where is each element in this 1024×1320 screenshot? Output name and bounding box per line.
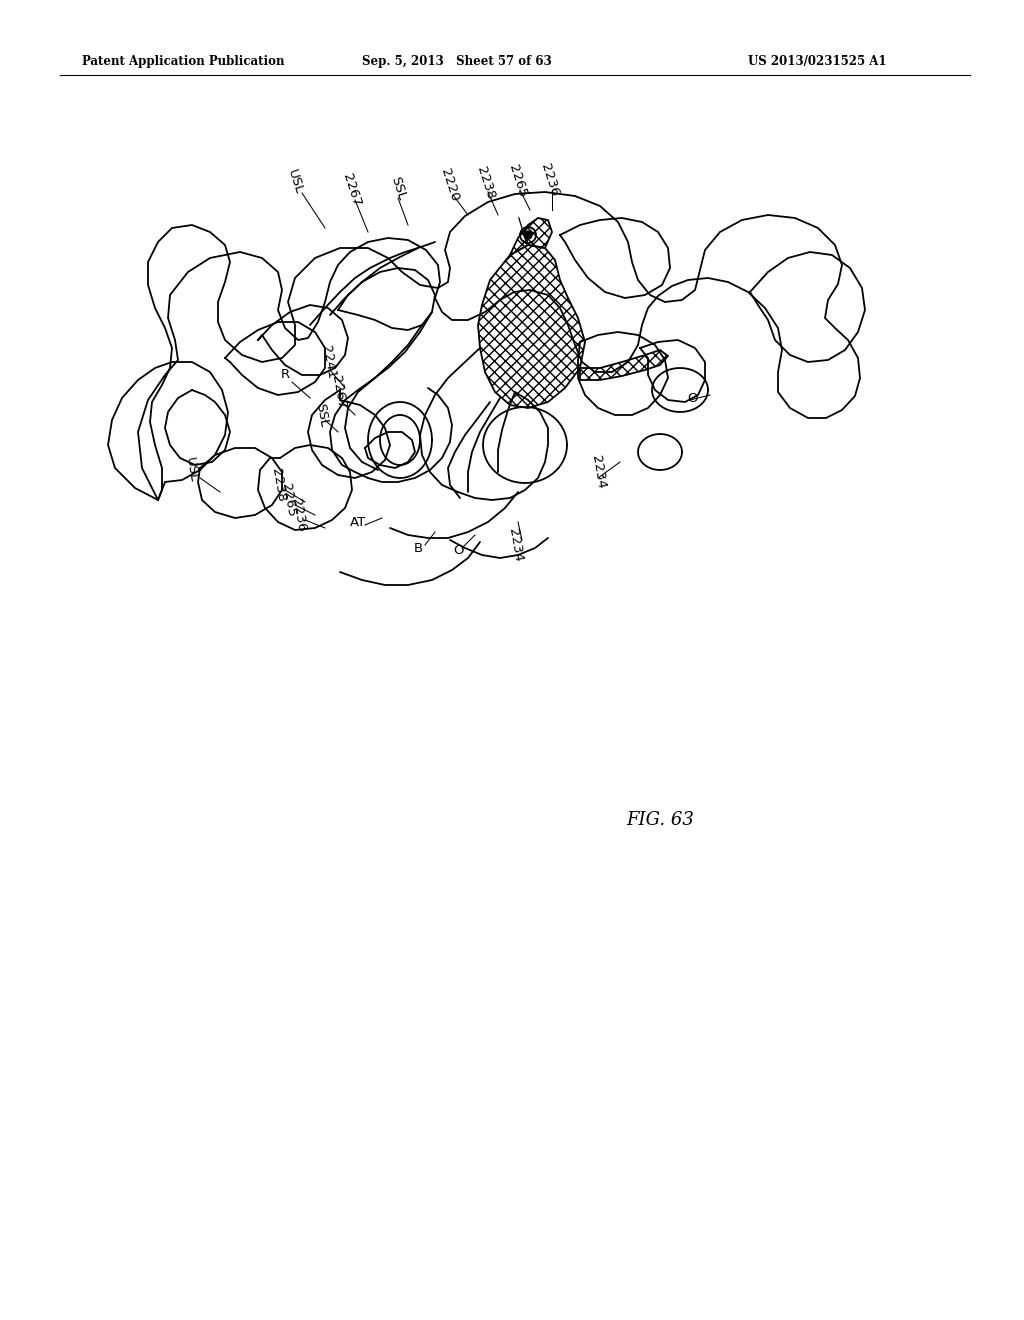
Text: USL: USL xyxy=(183,457,201,483)
Text: USL: USL xyxy=(285,168,305,195)
Text: 2238: 2238 xyxy=(268,467,288,503)
Text: FIG. 63: FIG. 63 xyxy=(626,810,694,829)
Text: 2220: 2220 xyxy=(438,166,462,203)
Text: 2241: 2241 xyxy=(318,345,337,380)
Text: 2234: 2234 xyxy=(589,454,607,490)
Circle shape xyxy=(524,231,532,239)
Text: 2236: 2236 xyxy=(289,498,307,533)
Text: AT: AT xyxy=(350,516,367,528)
Text: 2265: 2265 xyxy=(507,162,529,199)
Text: R: R xyxy=(281,368,290,381)
Text: B: B xyxy=(414,541,423,554)
Text: O: O xyxy=(687,392,697,404)
Text: SSL: SSL xyxy=(313,403,331,428)
Text: 2234: 2234 xyxy=(506,527,524,562)
Text: US 2013/0231525 A1: US 2013/0231525 A1 xyxy=(748,55,887,69)
Text: O: O xyxy=(453,544,463,557)
Text: 2265: 2265 xyxy=(279,482,297,517)
Text: 2267: 2267 xyxy=(329,374,347,409)
Text: 2236: 2236 xyxy=(539,162,561,198)
Text: 2267: 2267 xyxy=(341,172,364,209)
Text: SSL: SSL xyxy=(388,174,408,202)
Text: Patent Application Publication: Patent Application Publication xyxy=(82,55,285,69)
Text: 2238: 2238 xyxy=(474,165,498,201)
Text: Sep. 5, 2013   Sheet 57 of 63: Sep. 5, 2013 Sheet 57 of 63 xyxy=(362,55,552,69)
